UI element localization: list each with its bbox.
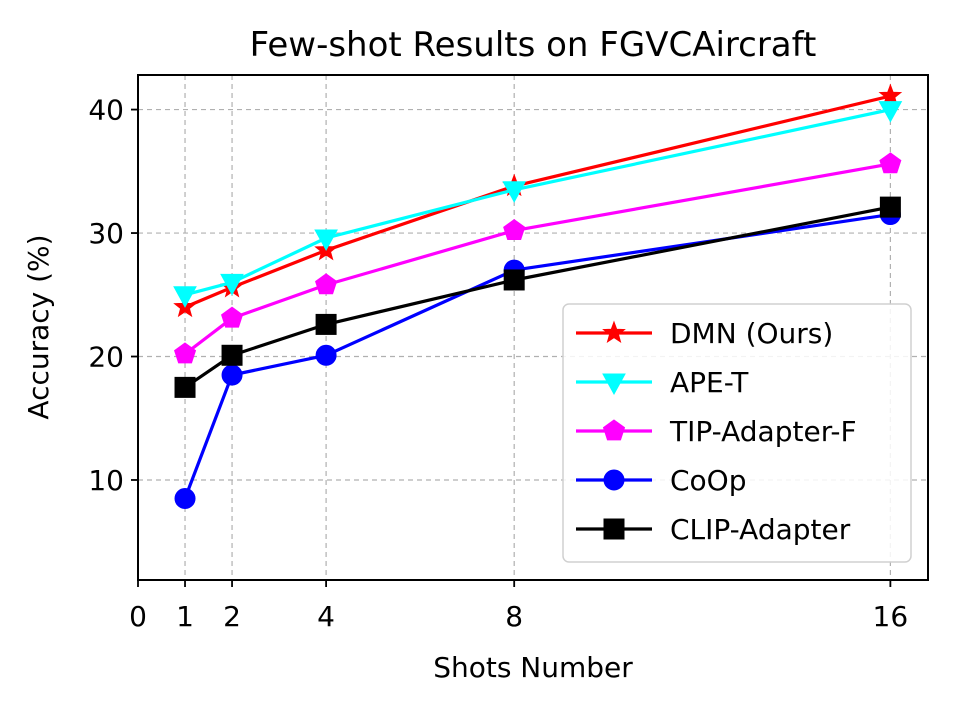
data-point [173,286,197,308]
legend-label: APE-T [670,366,749,399]
legend-item: TIP-Adapter-F [576,415,857,448]
data-point [314,229,338,252]
data-point [878,101,903,123]
data-point [220,273,244,296]
x-axis-label: Shots Number [433,651,633,684]
legend: DMN (Ours) APE-T TIP-Adapter-F CoOp CLIP-Ada… [562,303,912,563]
y-tick-label: 20 [88,341,124,374]
legend-item: CoOp [576,464,747,497]
data-point [878,83,903,107]
y-tick-label: 10 [88,464,124,497]
data-point [503,269,525,291]
legend-item: DMN (Ours) [576,317,833,350]
legend-swatch-marker [602,373,626,396]
data-point [174,488,196,510]
x-tick-label: 4 [317,600,335,633]
data-point [315,313,337,335]
x-tick-label: 1 [176,600,194,633]
legend-swatch-marker [602,419,626,441]
data-point [879,196,901,218]
data-point [221,306,244,328]
legend-label: CoOp [670,464,747,497]
data-point [503,218,526,240]
x-tick-label: 0 [129,600,147,633]
legend-swatch-marker [603,518,625,540]
axis-ticks: 0 1 2 4 8 16 10 20 30 40 [88,94,908,633]
data-point [502,181,527,203]
series-tip-adapter-f [174,152,902,364]
legend-item: APE-T [576,366,749,399]
data-point [315,344,337,366]
data-point [174,342,197,364]
legend-swatch-marker [603,469,625,491]
x-tick-label: 2 [223,600,241,633]
data-point [315,273,338,295]
plot-frame [137,74,929,581]
series-coop [174,204,901,510]
y-tick-label: 40 [88,94,124,127]
y-tick-label: 30 [88,217,124,250]
series-clip-adapter [174,196,901,398]
chart-title: Few-shot Results on FGVCAircraft [250,25,817,65]
legend-item: CLIP-Adapter [576,513,851,546]
y-axis-label: Accuracy (%) [22,234,55,419]
data-point [879,152,902,174]
legend-swatch-marker [602,320,626,344]
x-tick-label: 16 [873,600,909,633]
data-point [174,376,196,398]
x-tick-label: 8 [505,600,523,633]
data-point [221,364,243,386]
legend-box [562,303,912,563]
data-point [221,344,243,366]
series-dmn-ours [173,83,903,318]
legend-label: DMN (Ours) [670,317,833,350]
legend-label: TIP-Adapter-F [669,415,857,448]
series-ape-t [173,101,903,308]
legend-label: CLIP-Adapter [670,513,851,546]
data-series [173,83,903,510]
